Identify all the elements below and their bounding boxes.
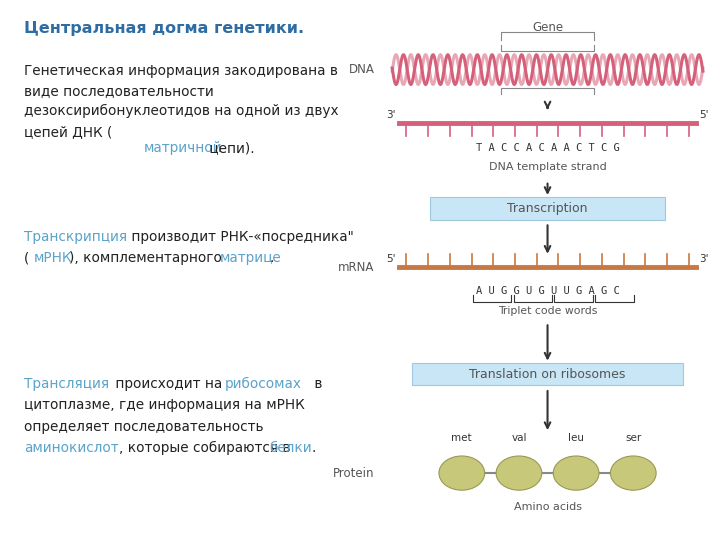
Circle shape [439,456,485,490]
Text: DNA template strand: DNA template strand [489,161,606,172]
Text: 3': 3' [386,110,396,120]
Text: рибосомах: рибосомах [224,377,301,391]
Text: происходит на: происходит на [112,377,227,391]
Text: 3': 3' [699,254,709,264]
Circle shape [611,456,656,490]
Text: .: . [269,251,274,265]
Text: Amino acids: Amino acids [513,502,582,512]
Text: Triplet code words: Triplet code words [498,306,597,316]
Text: DNA: DNA [348,63,374,76]
Text: в: в [310,377,323,391]
Text: Центральная догма генетики.: Центральная догма генетики. [24,22,305,37]
Text: Transcription: Transcription [508,202,588,215]
Text: (: ( [24,251,30,265]
Text: ), комплементарного: ), комплементарного [69,251,227,265]
Text: Gene: Gene [532,22,563,35]
Text: .: . [312,441,316,455]
Text: матричной: матричной [144,140,222,154]
Text: производит РНК-«посредника": производит РНК-«посредника" [127,230,354,244]
Circle shape [496,456,542,490]
Text: матрице: матрице [220,251,281,265]
Text: mRNA: mRNA [338,261,374,274]
Text: мРНК: мРНК [34,251,72,265]
Text: leu: leu [568,433,584,443]
Text: Генетическая информация закодирована в
виде последовательности
дезоксирибонуклео: Генетическая информация закодирована в в… [24,64,339,139]
Text: цепи).: цепи). [205,140,255,154]
FancyBboxPatch shape [412,363,683,386]
Text: Транскрипция: Транскрипция [24,230,127,244]
Text: цитоплазме, где информация на мРНК: цитоплазме, где информация на мРНК [24,399,305,412]
Text: , которые собираются в: , которые собираются в [120,441,295,455]
Text: met: met [451,433,472,443]
Text: 5': 5' [699,110,709,120]
Text: Protein: Protein [333,467,374,480]
Text: T A C C A C A A C T C G: T A C C A C A A C T C G [476,143,619,153]
Text: ser: ser [625,433,642,443]
Text: A U G G U G U U G A G C: A U G G U G U U G A G C [476,286,619,296]
Circle shape [553,456,599,490]
Text: Translation on ribosomes: Translation on ribosomes [469,368,626,381]
Text: Трансляция: Трансляция [24,377,109,391]
Text: 5': 5' [386,254,396,264]
Text: val: val [511,433,527,443]
Text: определяет последовательность: определяет последовательность [24,420,264,434]
Text: белки: белки [269,441,312,455]
FancyBboxPatch shape [430,197,665,220]
Text: аминокислот: аминокислот [24,441,119,455]
